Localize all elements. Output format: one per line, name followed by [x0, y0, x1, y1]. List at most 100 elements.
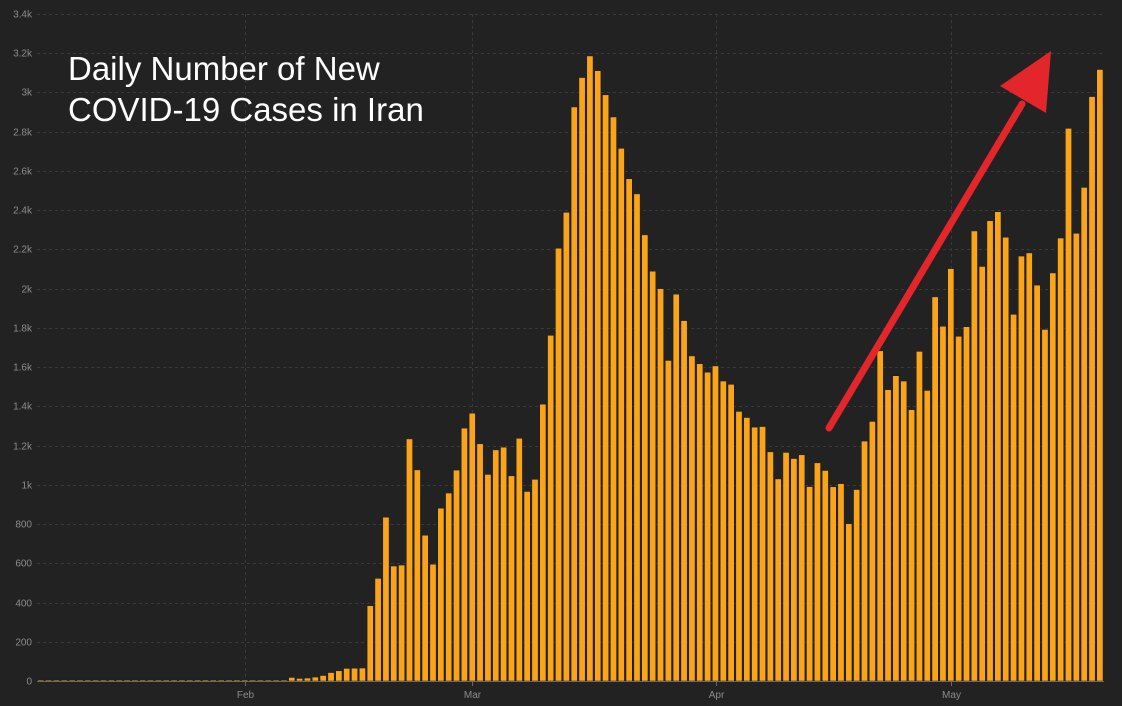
x-tick-label: Apr	[709, 690, 725, 701]
bar	[1033, 284, 1041, 682]
arrow-head	[1000, 51, 1051, 113]
y-tick-label: 0	[26, 677, 32, 688]
bar	[500, 446, 507, 682]
bar	[900, 380, 908, 682]
bar	[884, 389, 892, 682]
y-tick-label: 3.4k	[13, 10, 33, 21]
bar	[688, 355, 696, 682]
bar	[1072, 233, 1080, 682]
bar	[657, 288, 664, 682]
y-tick-label: 1.8k	[13, 324, 33, 335]
bar	[264, 679, 272, 682]
bar	[225, 679, 233, 682]
bar	[978, 266, 986, 682]
bar	[821, 470, 829, 682]
bar	[421, 534, 429, 682]
chart-title-line-1: Daily Number of New	[68, 50, 380, 87]
trend-arrow-annotation	[825, 51, 1051, 432]
bar	[45, 679, 52, 682]
bar	[963, 326, 970, 682]
bar	[861, 440, 868, 682]
bar	[712, 365, 719, 682]
bar	[665, 360, 672, 682]
bar	[1088, 96, 1096, 682]
bar	[209, 679, 217, 682]
bar	[766, 451, 774, 682]
bar	[202, 679, 209, 682]
y-tick-label: 1.6k	[13, 363, 33, 374]
bar	[531, 479, 539, 682]
bar	[162, 679, 170, 682]
bar	[343, 668, 351, 682]
bar	[523, 491, 531, 682]
bar	[563, 212, 570, 682]
x-tick-label: Mar	[464, 690, 482, 701]
bar	[319, 675, 327, 682]
bar	[586, 55, 594, 682]
y-tick-label: 2.8k	[13, 128, 33, 139]
bar	[453, 469, 460, 682]
bar	[178, 679, 186, 682]
bar	[947, 268, 955, 682]
bar	[476, 443, 484, 682]
bar	[916, 351, 923, 682]
bar	[735, 411, 743, 682]
bar	[492, 449, 500, 682]
bar	[602, 94, 609, 682]
bar	[955, 336, 963, 682]
bar	[155, 679, 162, 682]
bar	[578, 77, 586, 682]
bar	[139, 679, 147, 682]
bar	[923, 390, 931, 682]
bar	[382, 516, 390, 682]
bar	[60, 679, 68, 682]
bar	[515, 438, 523, 682]
y-tick-label: 600	[15, 559, 32, 570]
bar	[751, 426, 759, 682]
bar	[641, 234, 649, 682]
bar	[241, 679, 249, 682]
bar	[876, 350, 884, 682]
y-tick-label: 3k	[21, 88, 33, 99]
bar	[107, 679, 115, 682]
bar	[233, 679, 241, 682]
bar	[68, 679, 76, 682]
bar	[84, 679, 92, 682]
bar	[217, 679, 225, 682]
bar	[257, 679, 264, 682]
bar	[398, 564, 405, 682]
bar	[311, 676, 319, 682]
bar	[759, 426, 766, 682]
x-tick-label: Feb	[237, 690, 255, 701]
bar	[782, 452, 790, 682]
bar	[304, 677, 311, 682]
bar	[798, 454, 806, 682]
bar	[547, 335, 555, 682]
bar	[374, 578, 382, 682]
y-tick-label: 3.2k	[13, 49, 33, 60]
bar	[76, 679, 84, 682]
y-tick-label: 800	[15, 520, 32, 531]
bar	[170, 679, 178, 682]
bar	[1002, 237, 1010, 682]
bar	[249, 679, 256, 682]
bar	[696, 363, 704, 682]
bar	[406, 438, 413, 682]
bar	[845, 523, 853, 682]
y-tick-label: 2k	[21, 285, 33, 296]
bar	[359, 667, 366, 682]
bar	[680, 320, 688, 682]
bar	[719, 380, 727, 682]
bar	[437, 507, 445, 682]
bar	[1010, 314, 1017, 682]
bar	[1080, 187, 1088, 682]
x-axis-ticks: Feb Mar Apr May	[237, 681, 961, 701]
bar	[327, 672, 335, 682]
bar	[633, 193, 641, 682]
bar	[37, 679, 45, 682]
bar	[908, 409, 915, 682]
y-tick-label: 2.6k	[13, 167, 33, 178]
bar	[123, 679, 131, 682]
y-tick-label: 1.4k	[13, 402, 33, 413]
